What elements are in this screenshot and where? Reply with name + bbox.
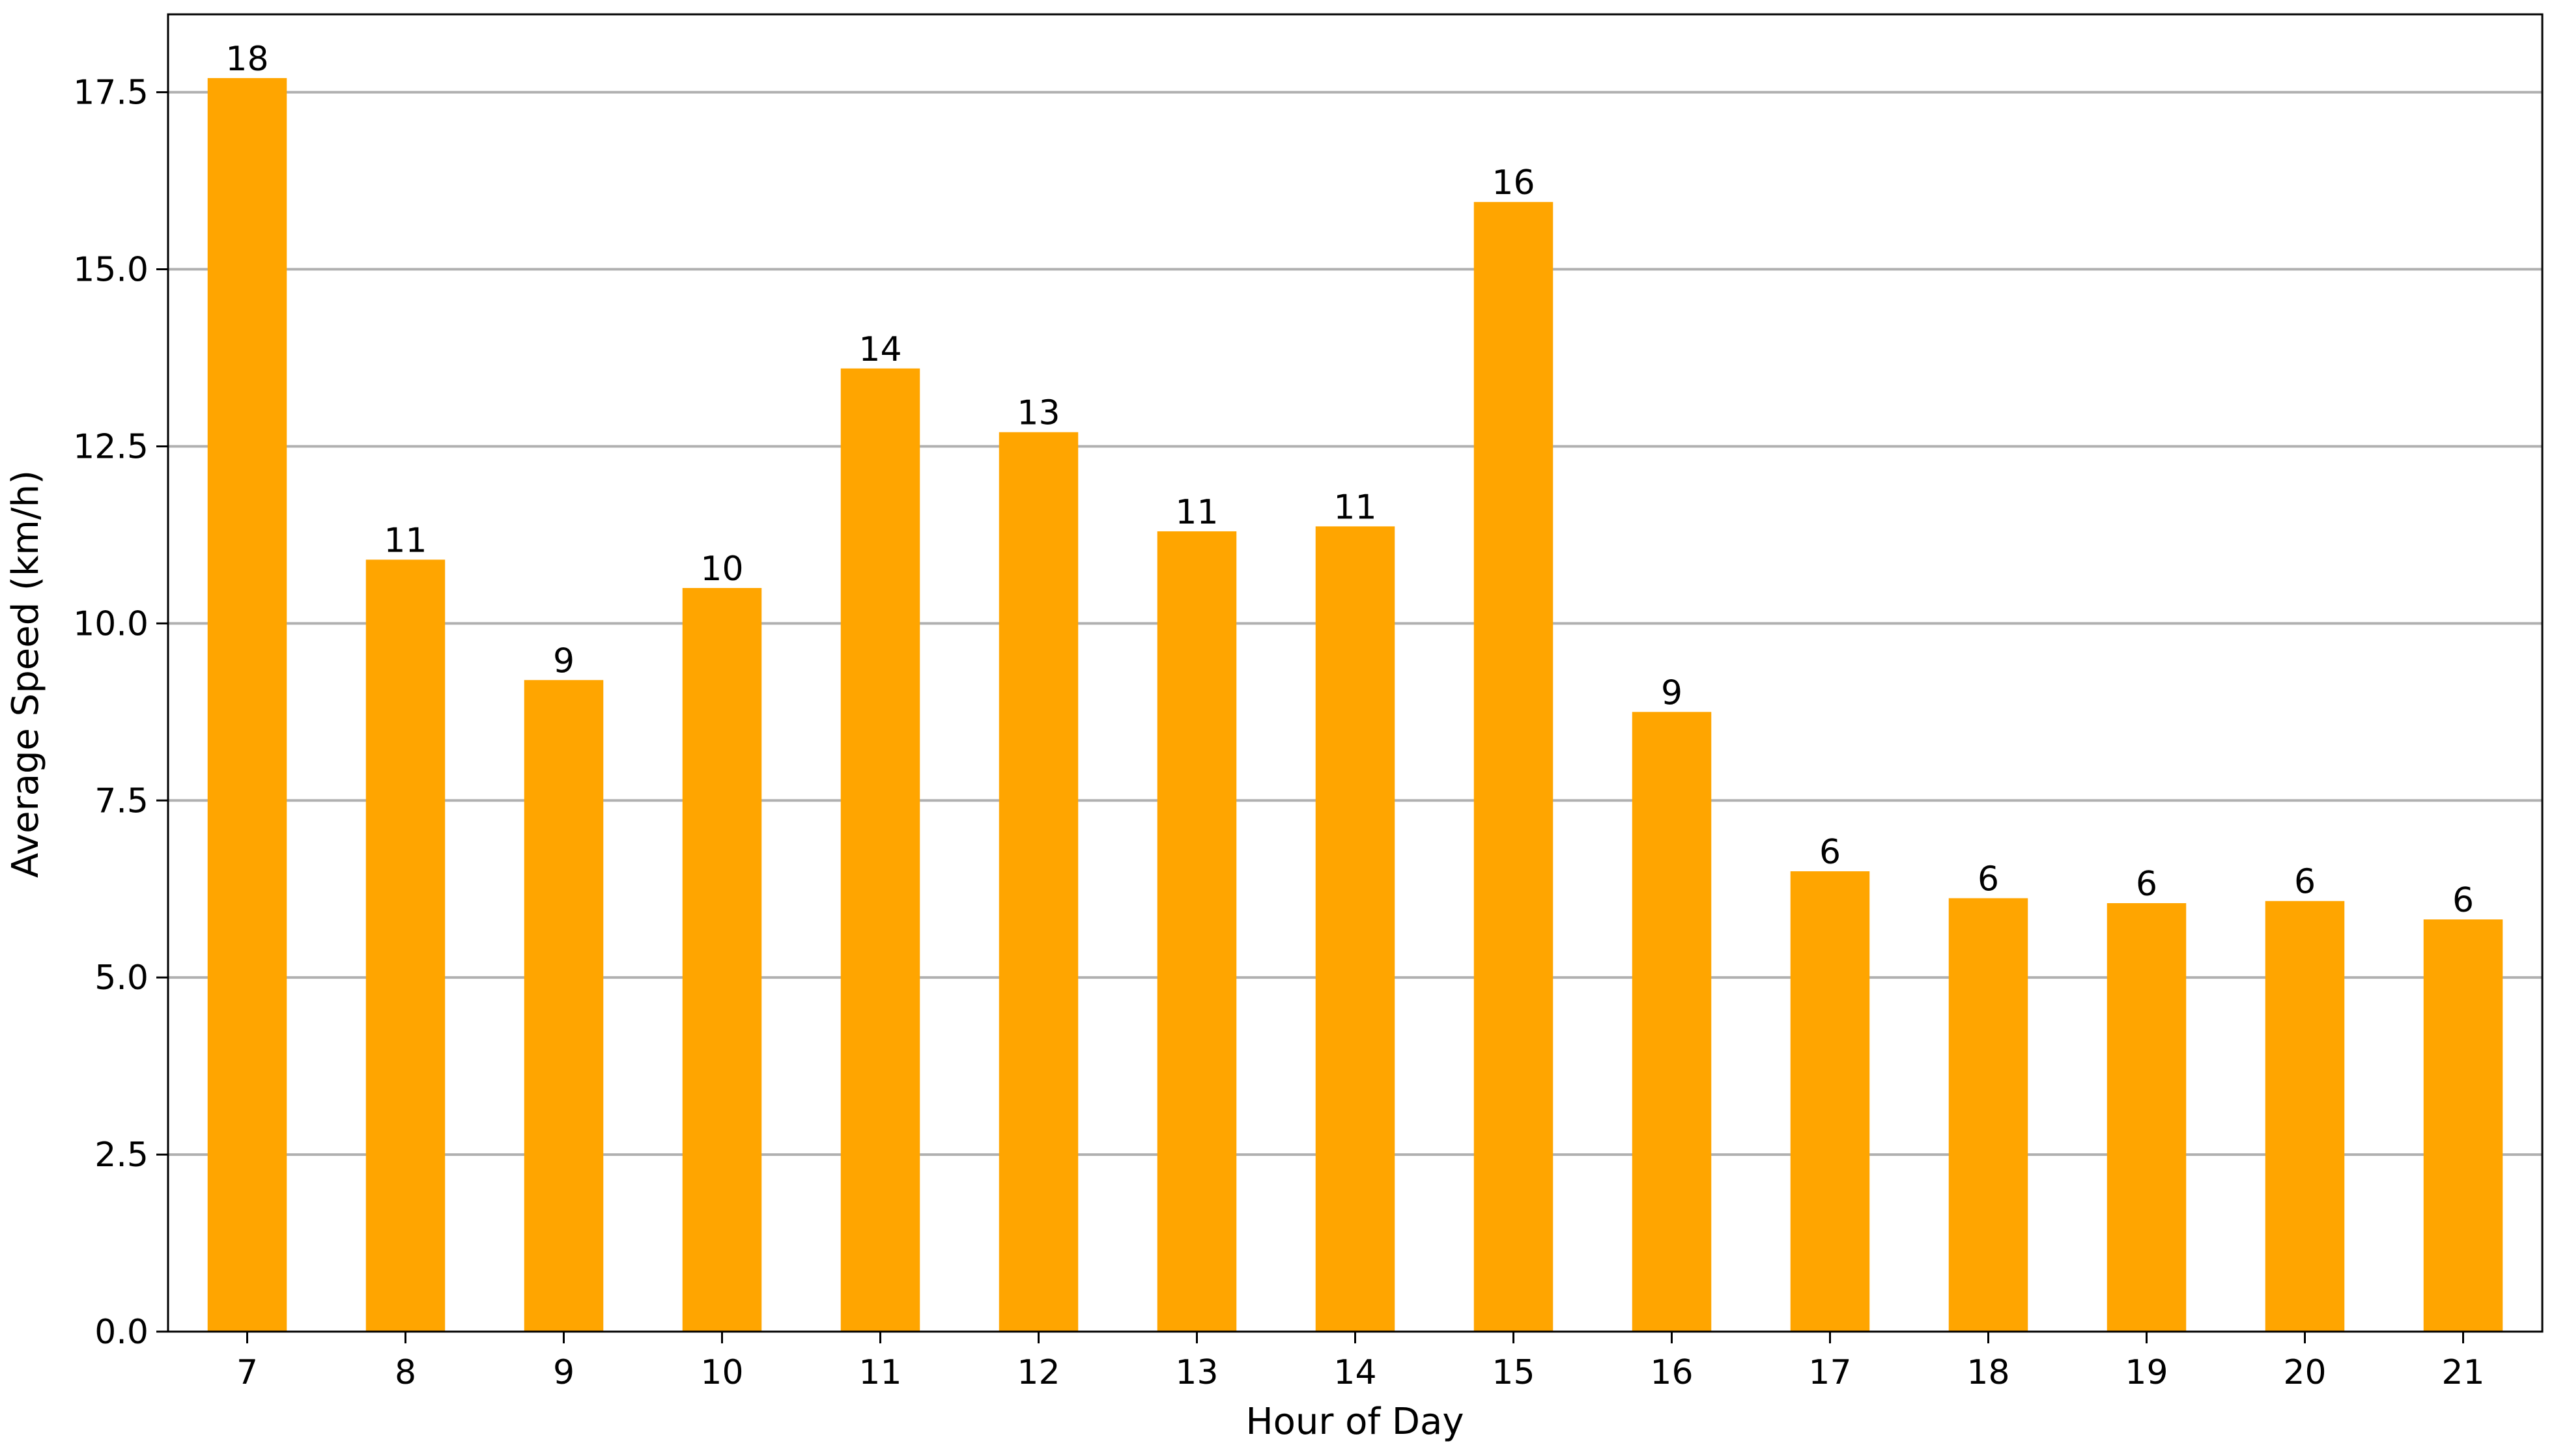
x-tick-label: 19 <box>2125 1353 2168 1392</box>
y-tick-label: 12.5 <box>73 427 149 466</box>
x-tick-label: 9 <box>553 1353 575 1392</box>
bar <box>1790 871 1870 1332</box>
y-axis-title: Average Speed (km/h) <box>5 470 47 878</box>
axes-layer: 0.02.55.07.510.012.515.017.57 8 9 10 11 12 13 1… <box>73 13 2544 1392</box>
x-tick-label: 11 <box>858 1353 901 1392</box>
y-tick-label: 17.5 <box>73 74 149 113</box>
x-tick-label: 13 <box>1175 1353 1218 1392</box>
bar-data-label: 6 <box>1978 860 1999 899</box>
bar <box>524 680 604 1332</box>
bar-data-label: 11 <box>1333 488 1376 527</box>
bar-data-label: 9 <box>553 641 575 680</box>
x-tick-label: 10 <box>700 1353 743 1392</box>
x-axis-title: Hour of Day <box>1245 1401 1464 1443</box>
x-tick-label: 20 <box>2283 1353 2326 1392</box>
bar-data-label: 14 <box>858 330 901 369</box>
bar-data-label: 10 <box>700 550 743 589</box>
bar <box>682 587 762 1332</box>
bar <box>207 77 287 1332</box>
x-tick-label: 12 <box>1017 1353 1060 1392</box>
y-tick-label: 5.0 <box>94 959 149 998</box>
y-tick-label: 7.5 <box>94 781 149 820</box>
bar <box>1473 202 1554 1332</box>
x-tick-label: 17 <box>1808 1353 1851 1392</box>
bar-data-label: 18 <box>225 40 268 79</box>
bar-data-label: 6 <box>2294 863 2316 902</box>
y-tick-label: 0.0 <box>94 1313 149 1352</box>
bar <box>365 559 446 1332</box>
bar-data-label: 6 <box>1819 833 1841 872</box>
y-tick-label: 15.0 <box>73 251 149 290</box>
x-tick-label: 15 <box>1492 1353 1535 1392</box>
x-tick-label: 7 <box>236 1353 258 1392</box>
y-tick-label: 2.5 <box>94 1136 149 1175</box>
bar <box>2107 903 2187 1332</box>
bar-data-label: 6 <box>2452 881 2474 920</box>
x-tick-label: 18 <box>1966 1353 2009 1392</box>
bar <box>840 368 920 1332</box>
bar <box>1315 526 1395 1332</box>
data-labels-layer: 18 11 9 10 14 13 11 11 16 9 6 6 6 6 6 <box>225 40 2474 920</box>
bar-data-label: 6 <box>2136 865 2157 904</box>
plot-frame <box>167 13 2544 1333</box>
bar-data-label: 11 <box>384 521 427 560</box>
bar <box>1632 712 1712 1332</box>
x-tick-label: 14 <box>1333 1353 1376 1392</box>
bar <box>2423 919 2503 1332</box>
bar <box>1157 531 1237 1332</box>
bar-data-label: 11 <box>1175 493 1218 532</box>
bar <box>2265 901 2345 1332</box>
y-tick-label: 10.0 <box>73 604 149 643</box>
x-tick-label: 16 <box>1650 1353 1693 1392</box>
x-tick-label: 21 <box>2441 1353 2484 1392</box>
bar <box>1948 898 2028 1332</box>
bars-layer <box>207 77 2503 1332</box>
x-tick-label: 8 <box>395 1353 416 1392</box>
bar-data-label: 9 <box>1661 673 1682 712</box>
bar <box>999 432 1079 1332</box>
bar-data-label: 13 <box>1017 394 1060 433</box>
bar-data-label: 16 <box>1492 163 1535 203</box>
